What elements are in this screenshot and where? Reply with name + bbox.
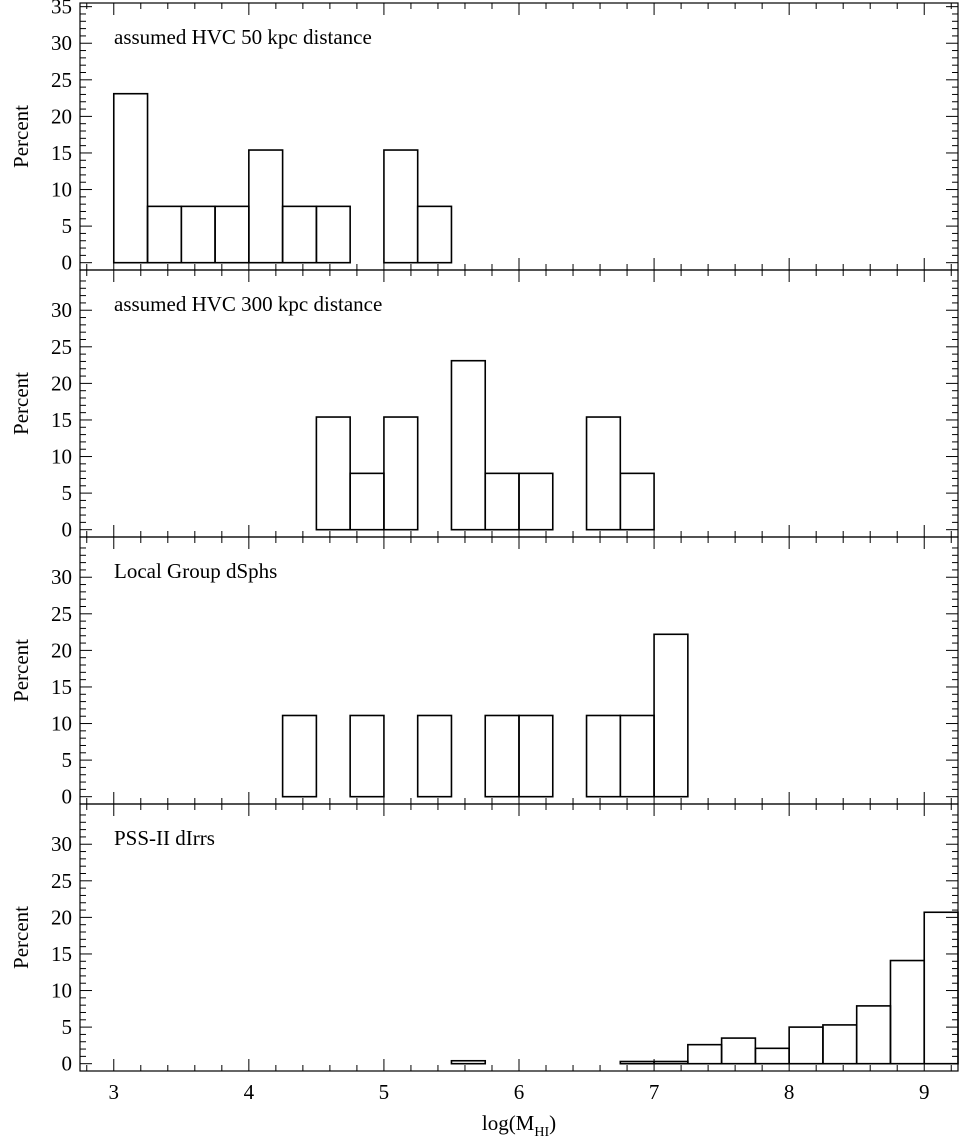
y-tick-label: 10 — [51, 712, 72, 736]
histogram-bar — [416, 205, 453, 264]
x-axis-title-close: ) — [549, 1111, 556, 1135]
histogram-bar — [687, 1043, 723, 1065]
histogram-bar — [180, 205, 216, 264]
y-tick-label: 5 — [62, 1015, 73, 1039]
y-axis-title: Percent — [9, 639, 33, 702]
y-tick-label: 15 — [51, 675, 72, 699]
histogram-bar — [383, 149, 419, 264]
histogram-bar — [788, 1026, 824, 1065]
histogram-bar — [214, 205, 250, 264]
y-tick-label: 10 — [51, 979, 72, 1003]
y-tick-label: 5 — [62, 748, 73, 772]
histogram-bar — [450, 359, 487, 531]
y-tick-label: 25 — [51, 869, 72, 893]
y-tick-label: 20 — [51, 104, 72, 128]
histogram-bar — [619, 472, 655, 531]
y-tick-label: 0 — [62, 785, 73, 809]
y-tick-label: 25 — [51, 602, 72, 626]
panel-title: assumed HVC 50 kpc distance — [114, 25, 372, 49]
y-tick-label: 15 — [51, 141, 72, 165]
y-tick-label: 30 — [51, 832, 72, 856]
panel-1: 0 5 10 15 20 25 30 35 assumed HVC 50 kpc distanc… — [9, 0, 959, 275]
panel-title: PSS-II dIrrs — [114, 826, 215, 850]
histogram-bar — [822, 1024, 858, 1065]
histogram-bar — [855, 1005, 892, 1065]
histogram-bar — [720, 1037, 757, 1065]
histogram-bar — [349, 714, 385, 798]
y-tick-label: 5 — [62, 481, 73, 505]
histogram-bar — [146, 205, 183, 264]
y-tick-label: 0 — [62, 1052, 73, 1076]
y-axis-title: Percent — [9, 372, 33, 435]
x-tick-label: 7 — [649, 1080, 660, 1104]
y-tick-label: 10 — [51, 445, 72, 469]
histogram-bar — [653, 1060, 689, 1065]
histogram-bar — [112, 92, 149, 264]
histogram-bar — [450, 1059, 487, 1065]
x-axis-title-main: log(M — [482, 1111, 535, 1135]
panel-4: 0 5 10 15 20 25 30 PSS-II dIrrs Percent — [9, 803, 959, 1076]
histogram-bar — [248, 149, 284, 264]
histogram-bar — [585, 416, 622, 531]
y-tick-label: 30 — [51, 565, 72, 589]
y-axis-title: Percent — [9, 906, 33, 969]
y-axis-title: Percent — [9, 105, 33, 168]
histogram-bar — [383, 416, 419, 531]
panel-title: Local Group dSphs — [114, 559, 277, 583]
histogram-bar — [754, 1047, 790, 1065]
y-tick-label: 15 — [51, 408, 72, 432]
histogram-bar — [281, 714, 318, 798]
histogram-bar — [349, 472, 385, 531]
x-tick-label: 8 — [784, 1080, 795, 1104]
y-tick-label: 5 — [62, 214, 73, 238]
histogram-bar — [585, 714, 622, 798]
histogram-bar — [315, 416, 351, 531]
histogram-bar — [484, 472, 520, 531]
y-tick-label: 0 — [62, 251, 73, 275]
y-tick-label: 10 — [51, 178, 72, 202]
histogram-bar — [416, 714, 453, 798]
x-tick-label: 4 — [244, 1080, 255, 1104]
histogram-bar — [619, 714, 655, 798]
histogram-bar — [315, 205, 351, 264]
y-tick-label: 25 — [51, 68, 72, 92]
histogram-bar — [484, 714, 520, 798]
x-axis-title: log(MHI) — [482, 1111, 556, 1140]
panel-title: assumed HVC 300 kpc distance — [114, 292, 382, 316]
y-tick-label: 30 — [51, 31, 72, 55]
y-tick-label: 25 — [51, 335, 72, 359]
x-tick-label: 5 — [379, 1080, 390, 1104]
panel-3: 0 5 10 15 20 25 30 Local Group dSphs Percent — [9, 536, 959, 809]
histogram-bar — [653, 633, 689, 798]
panel-2: 0 5 10 15 20 25 30 assumed HVC 300 kpc distance… — [9, 269, 959, 542]
histogram-bar — [518, 714, 554, 798]
y-tick-label: 35 — [51, 0, 72, 19]
y-tick-label: 20 — [51, 371, 72, 395]
y-tick-label: 20 — [51, 905, 72, 929]
y-tick-label: 0 — [62, 518, 73, 542]
histogram-bar — [619, 1060, 655, 1065]
histogram-bar — [281, 205, 318, 264]
x-tick-label: 9 — [919, 1080, 930, 1104]
y-tick-label: 20 — [51, 638, 72, 662]
x-tick-label: 3 — [109, 1080, 120, 1104]
histogram-bar — [923, 911, 959, 1065]
histogram-bar — [889, 959, 926, 1065]
x-tick-label: 6 — [514, 1080, 525, 1104]
x-axis-title-subscript: HI — [534, 1125, 549, 1140]
y-tick-label: 15 — [51, 942, 72, 966]
y-tick-label: 30 — [51, 298, 72, 322]
histogram-bar — [518, 472, 554, 531]
